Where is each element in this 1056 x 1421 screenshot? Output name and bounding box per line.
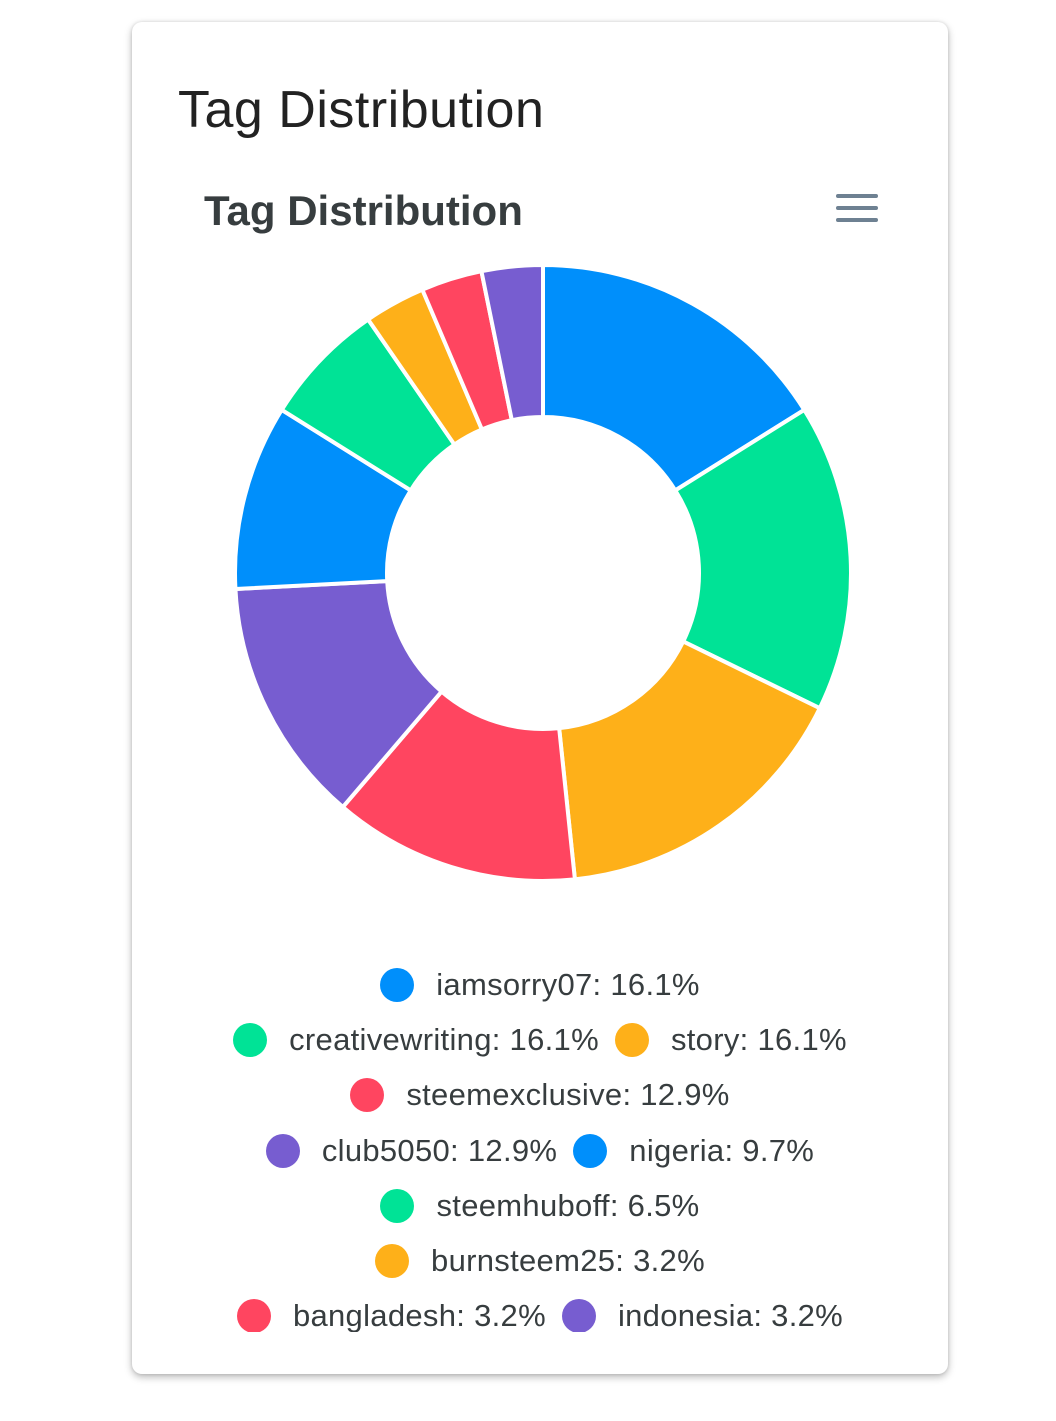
- legend-label: indonesia: 3.2%: [617, 1298, 844, 1332]
- legend-marker-icon: [233, 1022, 268, 1057]
- legend-item-story[interactable]: story: 16.1%: [614, 1021, 847, 1058]
- legend-label: bangladesh: 3.2%: [292, 1298, 546, 1332]
- legend-row: burnsteem25: 3.2%: [152, 1233, 928, 1288]
- legend-item-burnsteem25[interactable]: burnsteem25: 3.2%: [375, 1243, 705, 1279]
- legend-label: club5050: 12.9%: [321, 1132, 558, 1168]
- legend-item-club5050[interactable]: club5050: 12.9%: [265, 1132, 558, 1169]
- legend-item-steemexclusive[interactable]: steemexclusive: 12.9%: [350, 1077, 729, 1113]
- legend-item-indonesia[interactable]: indonesia: 3.2%: [561, 1298, 844, 1332]
- legend-label: iamsorry07: 16.1%: [436, 966, 700, 1002]
- legend-item-iamsorry07[interactable]: iamsorry07: 16.1%: [380, 967, 700, 1003]
- legend-row: club5050: 12.9% nigeria: 9.7%: [152, 1123, 928, 1178]
- chart-card: Tag Distribution Tag Distribution iamsor…: [132, 22, 948, 1374]
- legend-row: creativewriting: 16.1% story: 16.1%: [152, 1012, 928, 1067]
- donut-slice-story[interactable]: [556, 638, 823, 882]
- legend-marker-icon: [236, 1299, 271, 1332]
- card-title: Tag Distribution: [178, 81, 545, 139]
- legend-row: bangladesh: 3.2% indonesia: 3.2%: [152, 1289, 928, 1332]
- legend-item-nigeria[interactable]: nigeria: 9.7%: [573, 1133, 814, 1169]
- hamburger-menu-icon[interactable]: [834, 190, 882, 226]
- legend-marker-icon: [561, 1299, 596, 1332]
- legend-row: steemexclusive: 12.9%: [152, 1068, 928, 1123]
- donut-chart: [233, 262, 853, 883]
- legend-item-bangladesh[interactable]: bangladesh: 3.2%: [236, 1298, 546, 1332]
- legend-row: steemhuboff: 6.5%: [152, 1178, 928, 1233]
- legend-marker-icon: [573, 1133, 608, 1168]
- legend-label: steemexclusive: 12.9%: [406, 1077, 730, 1113]
- legend-item-creativewriting[interactable]: creativewriting: 16.1%: [233, 1022, 599, 1058]
- legend-row: iamsorry07: 16.1%: [152, 957, 928, 1012]
- donut-slice-indonesia[interactable]: [479, 262, 545, 423]
- donut-slice-creativewriting[interactable]: [672, 407, 853, 711]
- legend-marker-icon: [265, 1133, 300, 1168]
- donut-slice-steemexclusive[interactable]: [339, 688, 578, 883]
- legend-marker-icon: [380, 1188, 415, 1223]
- legend-label: story: 16.1%: [670, 1021, 847, 1057]
- legend-label: steemhuboff: 6.5%: [436, 1187, 700, 1223]
- legend-label: creativewriting: 16.1%: [289, 1021, 599, 1057]
- donut-slice-club5050[interactable]: [233, 578, 445, 810]
- chart-title: Tag Distribution: [204, 187, 523, 234]
- legend-label: burnsteem25: 3.2%: [431, 1243, 705, 1279]
- legend-marker-icon: [614, 1022, 649, 1057]
- legend-marker-icon: [380, 967, 415, 1002]
- legend-label: nigeria: 9.7%: [629, 1132, 815, 1168]
- legend-marker-icon: [350, 1078, 385, 1113]
- legend-item-steemhuboff[interactable]: steemhuboff: 6.5%: [380, 1188, 699, 1224]
- chart-legend: iamsorry07: 16.1% creativewriting: 16.1% s…: [152, 957, 928, 1332]
- donut-slice-iamsorry07[interactable]: [541, 262, 808, 494]
- legend-marker-icon: [375, 1244, 410, 1279]
